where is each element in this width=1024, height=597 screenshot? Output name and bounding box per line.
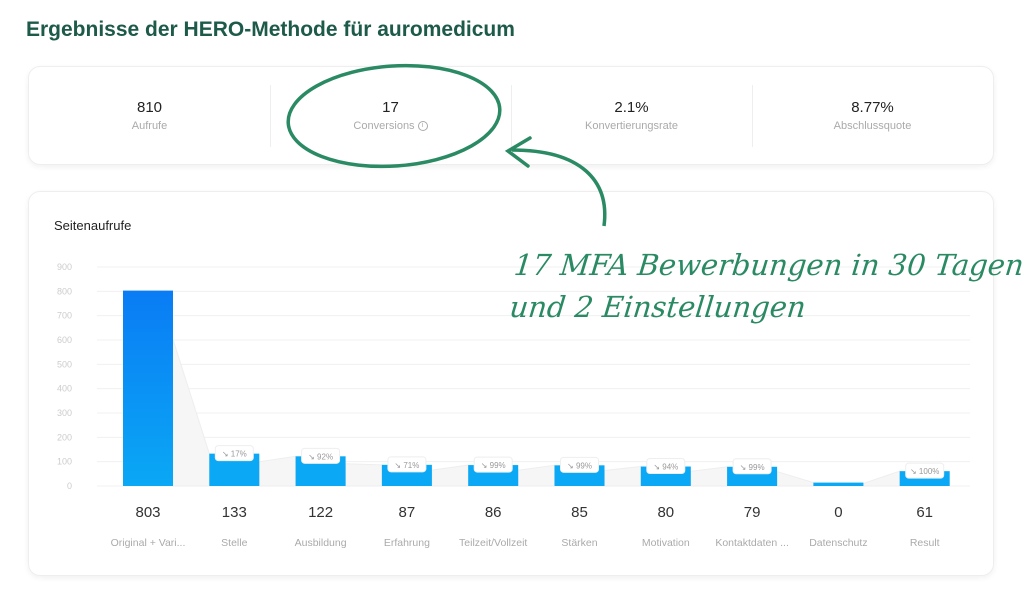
kpi-label: Abschlussquote — [833, 120, 912, 132]
dropoff-badge — [905, 462, 945, 479]
x-tick-label: Erfahrung — [384, 537, 430, 549]
kpi-label: Conversions — [353, 120, 415, 132]
x-tick-label: Motivation — [642, 537, 690, 549]
dropoff-badge — [732, 458, 772, 475]
kpi-label: Konvertierungsrate — [585, 120, 678, 132]
y-tick-label: 700 — [57, 311, 72, 321]
x-tick-label: Kontaktdaten ... — [715, 537, 789, 549]
x-tick-label: Original + Vari... — [111, 537, 186, 549]
bar[interactable] — [813, 482, 864, 486]
dropoff-label: ↘ 99% — [481, 461, 506, 470]
kpi-conversions: 17 Conversions i — [270, 67, 511, 164]
dropoff-label: ↘ 92% — [308, 452, 333, 461]
kpi-conversion-rate: 2.1% Konvertierungsrate — [511, 67, 752, 164]
kpi-value: 810 — [136, 99, 163, 116]
y-tick-label: 900 — [57, 262, 72, 272]
dropoff-badge — [387, 456, 427, 473]
x-tick-label: Ausbildung — [295, 537, 347, 549]
chart-title: Seitenaufrufe — [54, 218, 132, 233]
dropoff-label: ↘ 99% — [567, 461, 592, 470]
arrow-icon — [511, 148, 607, 227]
x-tick-label: Stärken — [561, 537, 597, 549]
dropoff-badge — [560, 456, 599, 473]
bar-value-label: 87 — [399, 504, 416, 521]
dropoff-label: ↘ 71% — [394, 461, 419, 470]
bar-value-label: 79 — [744, 504, 761, 521]
bar-value-label: 803 — [135, 504, 160, 521]
highlight-circle-icon — [286, 63, 502, 169]
info-icon[interactable]: i — [417, 121, 428, 132]
y-tick-label: 100 — [57, 457, 72, 467]
y-tick-label: 200 — [57, 432, 72, 442]
bar[interactable] — [123, 290, 173, 486]
x-tick-label: Result — [910, 537, 940, 549]
chart-card — [28, 191, 994, 576]
y-tick-label: 500 — [57, 359, 72, 369]
handwritten-annotation: 17 MFA Bewerbungen in 30 Tagen und 2 Ein… — [508, 244, 1024, 328]
kpi-closing-rate: 8.77% Abschlussquote — [752, 67, 993, 164]
bar-value-label: 0 — [834, 504, 842, 521]
annotation-line-1: 17 MFA Bewerbungen in 30 Tagen — [512, 248, 1024, 282]
dropoff-badge — [214, 445, 254, 462]
page-title: Ergebnisse der HERO-Methode für auromedi… — [26, 18, 515, 41]
y-tick-label: 300 — [57, 408, 72, 418]
y-tick-label: 0 — [67, 481, 72, 491]
y-tick-label: 600 — [57, 335, 72, 345]
kpi-panel: 810 Aufrufe 17 Conversions i 2.1% Konvertier… — [28, 66, 994, 165]
dropoff-label: ↘ 94% — [653, 463, 678, 472]
dropoff-label: ↘ 17% — [222, 450, 247, 459]
bar-value-label: 80 — [657, 504, 674, 521]
kpi-value: 17 — [382, 99, 399, 116]
dropoff-label: ↘ 100% — [910, 467, 939, 476]
dropoff-badge — [301, 447, 341, 464]
annotation-line-2: und 2 Einstellungen — [508, 290, 808, 324]
x-tick-label: Datenschutz — [809, 537, 867, 549]
x-tick-label: Stelle — [221, 537, 247, 549]
kpi-value: 2.1% — [614, 99, 649, 116]
bar-value-label: 122 — [308, 504, 333, 521]
dropoff-badge — [646, 458, 686, 475]
x-tick-label: Teilzeit/Vollzeit — [459, 537, 527, 549]
y-tick-label: 400 — [57, 384, 72, 394]
dropoff-badge — [473, 456, 513, 473]
kpi-views: 810 Aufrufe — [29, 67, 270, 164]
bar-value-label: 133 — [222, 504, 247, 521]
y-tick-label: 800 — [57, 286, 72, 296]
bar-value-label: 86 — [485, 504, 502, 521]
bar-value-label: 61 — [916, 504, 933, 521]
bar-value-label: 85 — [571, 504, 588, 521]
dropoff-label: ↘ 99% — [740, 463, 765, 472]
kpi-label: Aufrufe — [131, 120, 168, 132]
kpi-value: 8.77% — [851, 99, 894, 116]
